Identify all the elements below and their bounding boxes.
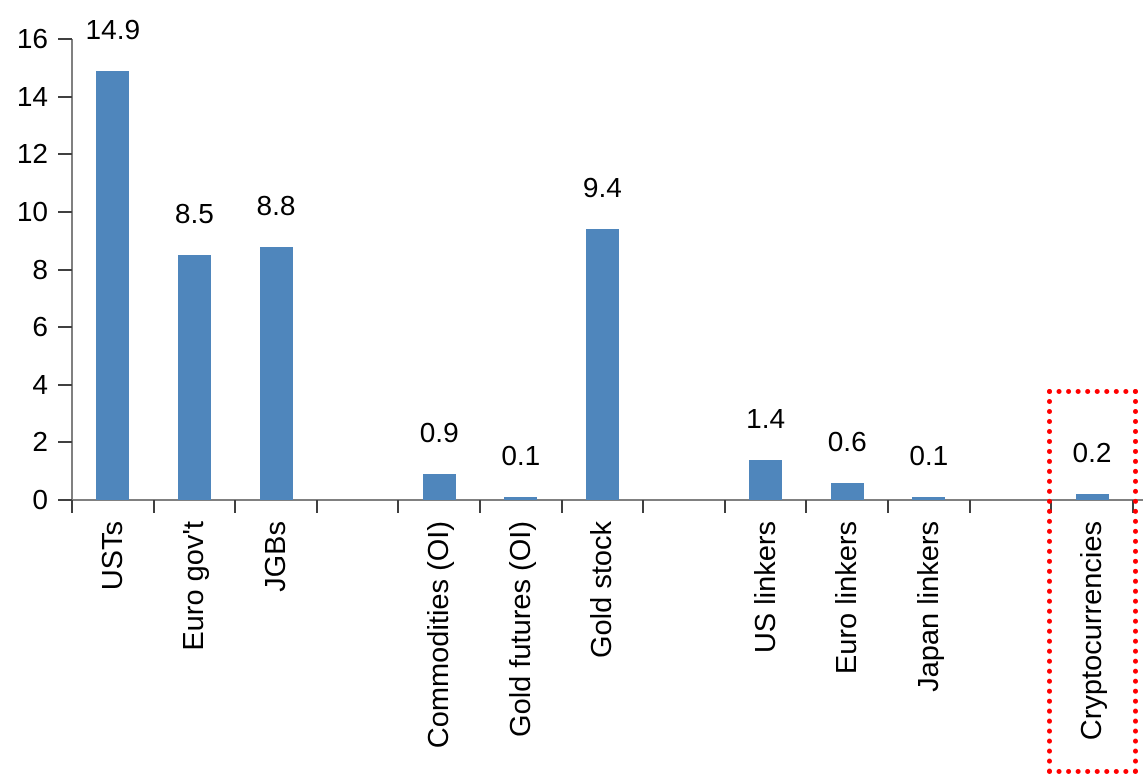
y-tick [58, 383, 72, 386]
bar-usts [96, 71, 130, 500]
category-label-cryptocurrencies: Cryptocurrencies [1074, 521, 1110, 779]
x-tick [887, 500, 889, 513]
x-tick [315, 500, 318, 513]
x-tick [642, 500, 645, 513]
y-tick [58, 38, 72, 41]
category-label-text-cryptocurrencies: Cryptocurrencies [1076, 521, 1108, 741]
y-tick-label: 14 [16, 80, 48, 112]
y-tick-label: 0 [32, 484, 48, 515]
category-label-euro-gov-t: Euro gov't [176, 521, 212, 779]
category-label-usts: USTs [95, 521, 131, 779]
value-label-commodities-oi: 0.9 [419, 417, 459, 449]
value-label-cryptocurrencies: 0.2 [1072, 437, 1112, 469]
x-tick [71, 500, 73, 513]
bar-euro-gov-t [177, 255, 211, 500]
y-tick-label: 16 [16, 23, 48, 55]
category-label-jgbs: JGBs [258, 521, 294, 779]
y-tick-label: 10 [16, 196, 48, 227]
category-label-gold-stock: Gold stock [584, 521, 620, 779]
x-tick [479, 500, 481, 513]
bar-gold-stock [585, 229, 619, 500]
value-label-jgbs: 8.8 [256, 189, 296, 221]
category-label-japan-linkers: Japan linkers [911, 521, 947, 779]
bar-euro-linkers [830, 483, 864, 500]
value-label-euro-linkers: 0.6 [827, 425, 867, 457]
x-tick [560, 500, 563, 513]
category-label-text-commodities-oi: Commodities (OI) [423, 521, 456, 749]
category-label-text-usts: USTs [96, 521, 129, 591]
x-tick [234, 500, 237, 513]
y-tick-label: 6 [32, 311, 48, 343]
y-tick [58, 153, 72, 156]
category-label-text-euro-gov-t: Euro gov't [178, 521, 211, 651]
x-tick [397, 500, 400, 513]
value-label-usts: 14.9 [85, 13, 141, 45]
x-tick [968, 500, 971, 513]
bar-us-linkers [749, 460, 783, 500]
y-tick [58, 268, 72, 271]
y-tick-label: 12 [16, 138, 48, 170]
value-label-gold-futures-oi: 0.1 [501, 440, 541, 472]
x-tick [152, 500, 155, 513]
y-tick [58, 499, 72, 501]
category-label-text-gold-stock: Gold stock [586, 521, 619, 658]
category-label-euro-linkers: Euro linkers [829, 521, 865, 779]
y-tick [58, 326, 72, 329]
value-label-gold-stock: 9.4 [582, 172, 622, 204]
category-label-text-us-linkers: US linkers [749, 521, 782, 654]
bar-commodities-oi [422, 474, 456, 500]
x-tick [1131, 500, 1134, 513]
bar-cryptocurrencies [1075, 494, 1109, 500]
y-tick [58, 441, 72, 444]
category-label-gold-futures-oi: Gold futures (OI) [503, 521, 539, 779]
category-label-us-linkers: US linkers [748, 521, 784, 779]
x-tick [723, 500, 726, 513]
bar-japan-linkers [912, 497, 946, 500]
y-axis-line [71, 39, 73, 502]
category-label-text-euro-linkers: Euro linkers [831, 521, 864, 675]
x-axis-line [71, 499, 1143, 501]
category-label-text-gold-futures-oi: Gold futures (OI) [504, 521, 537, 737]
y-tick [58, 95, 72, 98]
x-tick [1050, 500, 1053, 513]
category-label-text-japan-linkers: Japan linkers [912, 521, 945, 692]
y-tick-label: 4 [32, 368, 48, 400]
x-tick [805, 500, 808, 513]
y-tick-label: 2 [32, 426, 48, 458]
value-label-japan-linkers: 0.1 [909, 440, 949, 472]
category-label-text-jgbs: JGBs [260, 521, 292, 592]
y-tick-label: 8 [32, 253, 48, 285]
value-label-euro-gov-t: 8.5 [174, 198, 214, 230]
value-label-us-linkers: 1.4 [746, 402, 786, 434]
bar-gold-futures-oi [504, 497, 538, 500]
y-tick [58, 211, 72, 213]
bar-jgbs [259, 247, 293, 500]
category-label-commodities-oi: Commodities (OI) [421, 521, 457, 779]
